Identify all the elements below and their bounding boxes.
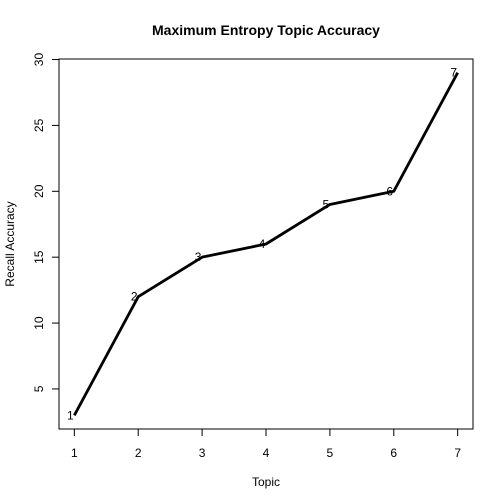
x-axis: 1 2 3 4 5 6 7 (71, 429, 461, 460)
x-tick-label: 5 (327, 446, 334, 460)
y-tick-label: 5 (32, 385, 46, 392)
data-point-label: 5 (323, 197, 330, 211)
data-point-label: 4 (259, 237, 266, 251)
y-tick-label: 20 (32, 184, 46, 198)
x-tick-label: 4 (263, 446, 270, 460)
y-axis-label: Recall Accuracy (3, 201, 17, 286)
series-accuracy: 1 2 3 4 5 6 7 (67, 66, 459, 422)
data-point-label: 1 (67, 408, 74, 422)
series-line (73, 72, 459, 416)
data-point-label: 2 (131, 290, 138, 304)
y-tick-label: 15 (32, 250, 46, 264)
data-point-label: 7 (450, 66, 457, 80)
x-tick-label: 1 (71, 446, 78, 460)
x-tick-label: 7 (454, 446, 461, 460)
x-tick-label: 6 (390, 446, 397, 460)
data-point-label: 3 (195, 250, 202, 264)
y-axis: 5 10 15 20 25 30 (32, 53, 59, 392)
x-axis-label: Topic (252, 475, 280, 489)
chart-title: Maximum Entropy Topic Accuracy (152, 22, 380, 38)
data-point-label: 6 (386, 184, 393, 198)
y-tick-label: 25 (32, 118, 46, 132)
x-tick-label: 3 (199, 446, 206, 460)
y-tick-label: 10 (32, 316, 46, 330)
y-tick-label: 30 (32, 53, 46, 67)
x-tick-label: 2 (135, 446, 142, 460)
